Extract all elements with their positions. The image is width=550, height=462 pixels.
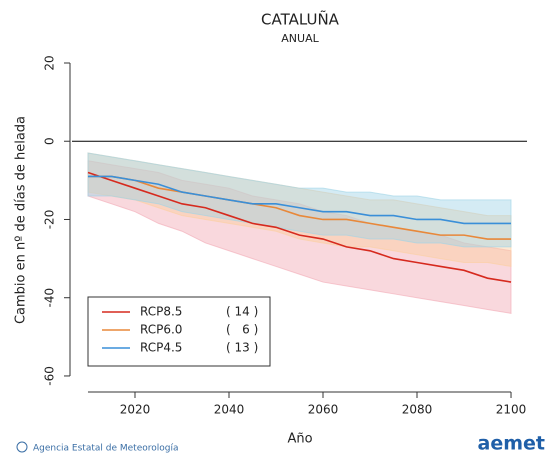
- y-tick-label: -40: [43, 288, 57, 308]
- y-tick-label: -20: [43, 210, 57, 230]
- x-tick-label: 2060: [308, 403, 339, 417]
- copyright-icon: [16, 441, 28, 453]
- legend-box: [87, 296, 271, 367]
- legend-label: RCP6.0: [140, 323, 182, 337]
- y-tick-label: 0: [43, 137, 57, 145]
- series-line: [87, 171, 512, 283]
- chart-subtitle: ANUAL: [281, 32, 319, 45]
- y-tick-label: 20: [43, 55, 57, 70]
- series-line: [87, 175, 512, 240]
- uncertainty-band: [87, 152, 512, 248]
- legend-count: ( 6 ): [226, 323, 258, 337]
- y-tick-label: -60: [43, 366, 57, 386]
- y-axis-label: Cambio en nº de días de helada: [14, 116, 29, 324]
- legend-label: RCP8.5: [140, 305, 182, 319]
- legend-label: RCP4.5: [140, 341, 182, 355]
- x-tick-label: 2080: [402, 403, 433, 417]
- series-line: [87, 175, 512, 225]
- chart-title: CATALUÑA: [261, 10, 340, 29]
- legend-count: ( 13 ): [226, 341, 258, 355]
- footer-logo: aemet: [478, 433, 545, 455]
- x-axis-label: Año: [287, 432, 312, 447]
- x-tick-label: 2100: [496, 403, 527, 417]
- uncertainty-band: [87, 160, 512, 314]
- x-tick-label: 2040: [214, 403, 245, 417]
- footer-agency: Agencia Estatal de Meteorología: [33, 444, 179, 454]
- x-tick-label: 2020: [120, 403, 151, 417]
- legend-count: ( 14 ): [226, 305, 258, 319]
